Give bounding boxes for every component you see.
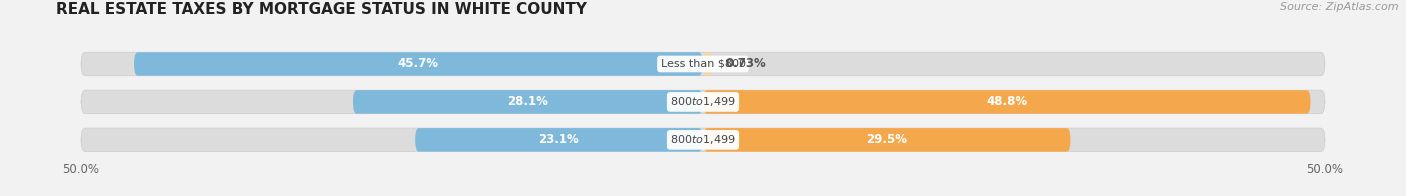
Text: 45.7%: 45.7% [398,57,439,71]
FancyBboxPatch shape [703,52,713,76]
Text: Less than $800: Less than $800 [661,59,745,69]
Text: 0.73%: 0.73% [725,57,766,71]
FancyBboxPatch shape [353,90,703,114]
FancyBboxPatch shape [82,52,1324,76]
FancyBboxPatch shape [82,128,1324,152]
FancyBboxPatch shape [703,90,1310,114]
Text: REAL ESTATE TAXES BY MORTGAGE STATUS IN WHITE COUNTY: REAL ESTATE TAXES BY MORTGAGE STATUS IN … [56,2,588,17]
Text: 23.1%: 23.1% [538,133,579,146]
Text: 28.1%: 28.1% [508,95,548,108]
Text: Source: ZipAtlas.com: Source: ZipAtlas.com [1281,2,1399,12]
Text: 48.8%: 48.8% [987,95,1028,108]
FancyBboxPatch shape [703,128,1070,152]
Text: $800 to $1,499: $800 to $1,499 [671,133,735,146]
FancyBboxPatch shape [134,52,703,76]
Text: $800 to $1,499: $800 to $1,499 [671,95,735,108]
FancyBboxPatch shape [415,128,703,152]
FancyBboxPatch shape [82,90,1324,114]
Text: 29.5%: 29.5% [866,133,907,146]
